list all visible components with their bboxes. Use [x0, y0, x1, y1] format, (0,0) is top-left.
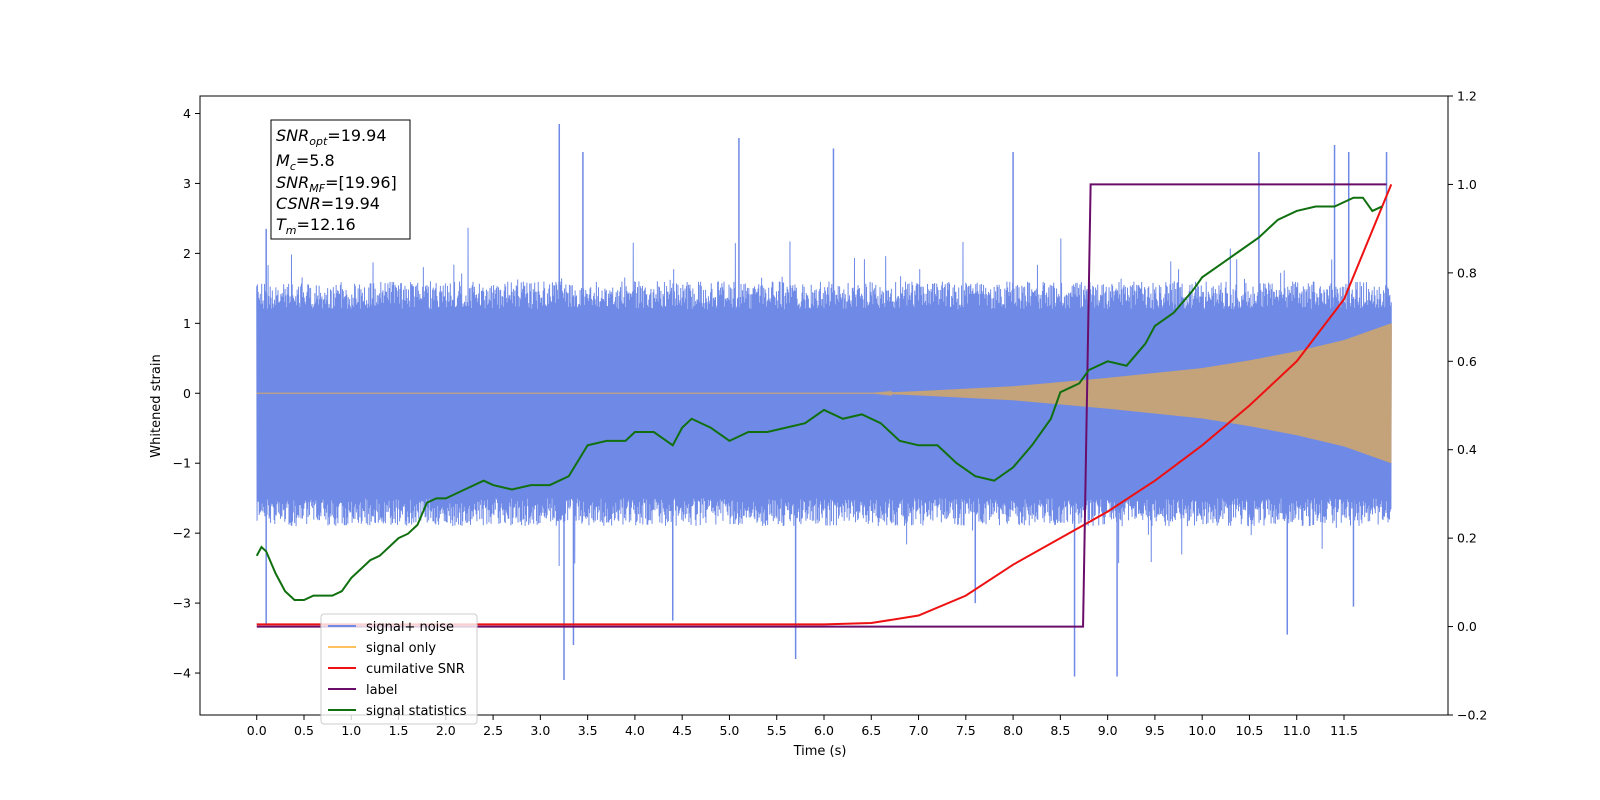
x-tick-label: 3.0 — [530, 723, 550, 738]
x-axis: 0.0 0.5 1.0 1.5 2.0 2.5 3.0 3.5 4.0 4.5 5.0 5.5 6.0 6… — [247, 715, 1358, 738]
annotation-snr-mf: SNRMF=[19.96] — [276, 173, 397, 195]
x-tick-label: 10.0 — [1188, 723, 1216, 738]
y-axis-left: −4 −3 −2 −1 0 1 2 3 4 — [173, 106, 200, 681]
legend-label-label: label — [366, 683, 397, 698]
x-axis-label: Time (s) — [793, 744, 847, 759]
x-tick-label: 10.5 — [1236, 723, 1264, 738]
y-tick-label: −3 — [173, 596, 191, 611]
y2-tick-label: 1.2 — [1457, 89, 1477, 104]
legend-label-signal-noise: signal+ noise — [366, 620, 454, 635]
snr-mf-value: =[19.96] — [325, 173, 397, 192]
x-tick-label: 4.0 — [625, 723, 645, 738]
snr-opt-value: =19.94 — [327, 126, 386, 145]
mc-base: M — [276, 151, 290, 170]
y2-tick-label: 0.8 — [1457, 265, 1477, 280]
x-tick-label: 9.5 — [1145, 723, 1165, 738]
annotation-frame — [270, 119, 411, 240]
legend: signal+ noise signal only cumilative SNR… — [320, 613, 478, 725]
x-tick-label: 1.0 — [341, 723, 361, 738]
series-signal-only — [256, 323, 1392, 464]
legend-frame — [320, 613, 478, 725]
series-signal-statistics — [255, 196, 1383, 602]
y-tick-label: −4 — [173, 666, 191, 681]
annotation-csnr: CSNR=19.94 — [276, 194, 380, 213]
annotation-tm: Tm=12.16 — [276, 215, 356, 237]
y-tick-label: 3 — [183, 176, 191, 191]
x-tick-label: 2.5 — [483, 723, 503, 738]
x-tick-label: 8.5 — [1050, 723, 1070, 738]
y-tick-label: −1 — [173, 456, 191, 471]
y2-tick-label: 0.6 — [1457, 354, 1477, 369]
y2-tick-label: 1.0 — [1457, 177, 1477, 192]
x-tick-label: 11.0 — [1283, 723, 1311, 738]
y-axis-right: −0.2 0.0 0.2 0.4 0.6 0.8 1.0 1.2 — [1448, 89, 1487, 723]
x-tick-label: 0.0 — [247, 723, 267, 738]
y-tick-label: −2 — [173, 526, 191, 541]
snr-opt-base: SNR — [276, 126, 309, 145]
y2-tick-label: 0.2 — [1457, 531, 1477, 546]
snr-mf-sub: MF — [309, 182, 325, 195]
annotation-snr-opt: SNRopt=19.94 — [276, 126, 387, 148]
y-tick-label: 0 — [183, 386, 191, 401]
legend-label-signal-only: signal only — [366, 641, 436, 656]
y2-tick-label: 0.0 — [1457, 619, 1477, 634]
series-label — [256, 183, 1387, 628]
x-tick-label: 2.0 — [436, 723, 456, 738]
tm-value: =12.16 — [297, 215, 356, 234]
x-tick-label: 5.5 — [767, 723, 787, 738]
x-tick-label: 8.0 — [1003, 723, 1023, 738]
x-tick-label: 6.0 — [814, 723, 834, 738]
snr-mf-base: SNR — [276, 173, 309, 192]
legend-label-cumilative-snr: cumilative SNR — [366, 662, 465, 677]
csnr-value: =19.94 — [321, 194, 380, 213]
x-tick-label: 9.0 — [1098, 723, 1118, 738]
y-tick-label: 1 — [183, 316, 191, 331]
y-tick-label: 4 — [183, 106, 191, 121]
x-tick-label: 6.5 — [861, 723, 881, 738]
y2-tick-label: 0.4 — [1457, 442, 1477, 457]
x-tick-label: 7.0 — [909, 723, 929, 738]
csnr-base: CSNR — [276, 194, 321, 213]
mc-value: =5.8 — [296, 151, 335, 170]
legend-label-signal-statistics: signal statistics — [366, 704, 467, 719]
annotation-mc: Mc=5.8 — [276, 151, 335, 173]
series-signal-noise — [256, 227, 1392, 566]
x-tick-label: 3.5 — [578, 723, 598, 738]
x-tick-label: 11.5 — [1330, 723, 1358, 738]
x-tick-label: 1.5 — [389, 723, 409, 738]
x-tick-label: 7.5 — [956, 723, 976, 738]
y-axis-label: Whitened strain — [149, 354, 164, 457]
series-layer — [255, 123, 1393, 681]
tm-base: T — [276, 215, 287, 234]
x-tick-label: 4.5 — [672, 723, 692, 738]
annotation-box: SNRopt=19.94 Mc=5.8 SNRMF=[19.96] CSNR=1… — [270, 119, 411, 240]
x-tick-label: 5.0 — [720, 723, 740, 738]
y-tick-label: 2 — [183, 246, 191, 261]
x-tick-label: 0.5 — [294, 723, 314, 738]
y2-tick-label: −0.2 — [1457, 708, 1487, 723]
tm-sub: m — [286, 224, 297, 237]
mc-sub: c — [290, 160, 296, 173]
snr-opt-sub: opt — [309, 135, 328, 148]
